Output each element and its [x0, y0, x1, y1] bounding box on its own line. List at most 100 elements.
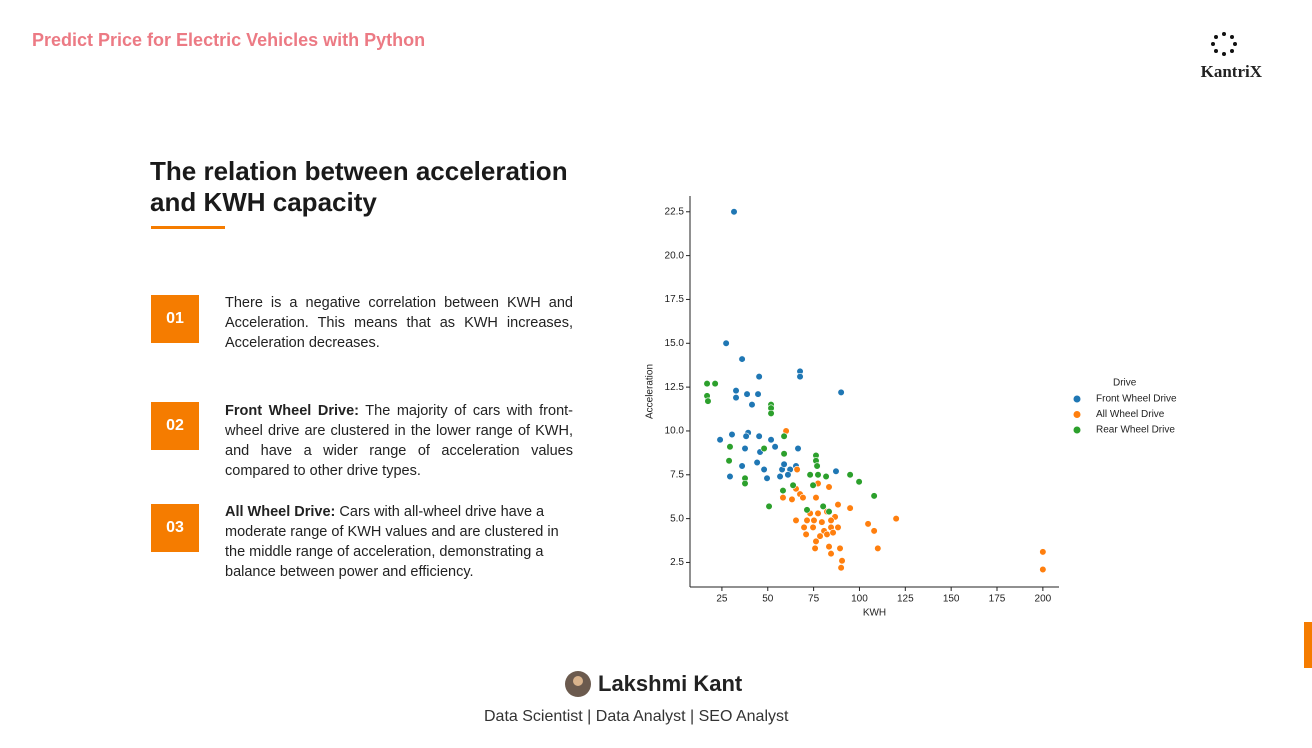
- x-tick-label: 200: [1035, 594, 1052, 605]
- point-number: 02: [151, 402, 199, 450]
- point-text: All Wheel Drive: Cars with all-wheel dri…: [225, 502, 570, 582]
- point: [763, 474, 771, 482]
- point: [799, 493, 807, 502]
- point: [870, 527, 878, 535]
- point: [784, 471, 792, 479]
- point: [741, 479, 749, 488]
- chart: 2.5 5.0 7.5 10.0 12.5 15.0 17.5 20.0 22.5 25 50 75 1…: [645, 196, 1177, 619]
- point: [825, 483, 833, 491]
- point: [1039, 548, 1047, 556]
- point: [827, 550, 835, 558]
- author-role: Data Scientist | Data Analyst | SEO Anal…: [484, 708, 789, 725]
- point: [779, 493, 787, 502]
- x-tick-label: 125: [897, 594, 914, 605]
- point: [776, 472, 784, 481]
- point: [728, 430, 736, 439]
- point: [810, 516, 818, 524]
- legend-swatch: [1073, 411, 1081, 418]
- point: [811, 544, 819, 553]
- point: [738, 462, 746, 470]
- point: [726, 472, 734, 481]
- point: [892, 515, 900, 523]
- point-number: 03: [151, 504, 199, 552]
- accent-bar: [1304, 622, 1312, 668]
- point: [732, 387, 740, 395]
- point: [813, 462, 821, 470]
- point: [846, 504, 854, 512]
- author-name: Lakshmi Kant: [598, 671, 743, 696]
- point: [741, 444, 749, 453]
- point: [814, 471, 822, 479]
- point: [806, 471, 814, 479]
- point: [730, 208, 738, 216]
- point: [825, 508, 833, 516]
- point: [816, 532, 824, 540]
- point: [870, 492, 878, 500]
- avatar: [565, 671, 591, 697]
- text: The majority of cars with front-wheel dr…: [225, 403, 573, 479]
- point: [742, 432, 750, 440]
- y-tick-label: 15.0: [665, 338, 685, 349]
- point-number: 01: [151, 295, 199, 343]
- legend-label: All Wheel Drive: [1096, 409, 1165, 420]
- legend-label: Front Wheel Drive: [1096, 394, 1177, 405]
- point: [711, 380, 719, 388]
- point: [818, 518, 826, 526]
- point: [792, 516, 800, 524]
- point: [793, 465, 801, 474]
- point: [812, 537, 820, 546]
- point: [809, 481, 817, 489]
- point: [789, 481, 797, 489]
- x-tick-label: 100: [851, 594, 868, 605]
- point: [726, 443, 734, 451]
- point: [771, 443, 779, 451]
- point-text: There is a negative correlation between …: [225, 293, 573, 353]
- point: [796, 372, 804, 381]
- point: [837, 388, 845, 396]
- point: [780, 432, 788, 440]
- text: Cars with all-wheel drive have a moderat…: [225, 504, 559, 580]
- point: [800, 523, 808, 531]
- point: [788, 495, 796, 503]
- point: [767, 409, 775, 418]
- lead: All Wheel Drive:: [225, 504, 336, 520]
- point: [755, 432, 763, 440]
- lead: Front Wheel Drive:: [225, 403, 359, 419]
- slide-title: Predict Price for Electric Vehicles with…: [32, 30, 426, 50]
- point: [803, 506, 811, 514]
- point: [829, 529, 837, 537]
- y-axis-label: Acceleration: [645, 364, 656, 419]
- legend-title: Drive: [1113, 378, 1137, 389]
- point: [780, 450, 788, 458]
- legend-swatch: [1073, 426, 1081, 434]
- y-tick-label: 22.5: [665, 206, 685, 217]
- point: [864, 520, 872, 528]
- point: [743, 390, 751, 398]
- point: [825, 543, 833, 551]
- point: [823, 530, 831, 538]
- x-tick-label: 25: [716, 594, 728, 605]
- point: [753, 458, 761, 467]
- y-tick-label: 10.0: [665, 426, 685, 437]
- point: [846, 471, 854, 479]
- point: [832, 467, 840, 475]
- x-tick-label: 75: [808, 594, 820, 605]
- legend-swatch: [1073, 395, 1081, 403]
- point: [838, 557, 846, 565]
- point: [754, 390, 762, 398]
- point: [822, 472, 830, 481]
- x-tick-label: 50: [762, 594, 774, 605]
- point: [827, 516, 835, 524]
- point: [814, 509, 822, 517]
- point: [834, 500, 842, 509]
- legend-label: Rear Wheel Drive: [1096, 425, 1175, 436]
- point: [802, 530, 810, 538]
- point: [779, 486, 787, 495]
- point: [836, 544, 844, 553]
- point: [874, 544, 882, 553]
- point: [812, 493, 820, 502]
- logo: KantriX: [1200, 62, 1262, 81]
- point: [834, 523, 842, 531]
- x-axis-label: KWH: [863, 608, 886, 619]
